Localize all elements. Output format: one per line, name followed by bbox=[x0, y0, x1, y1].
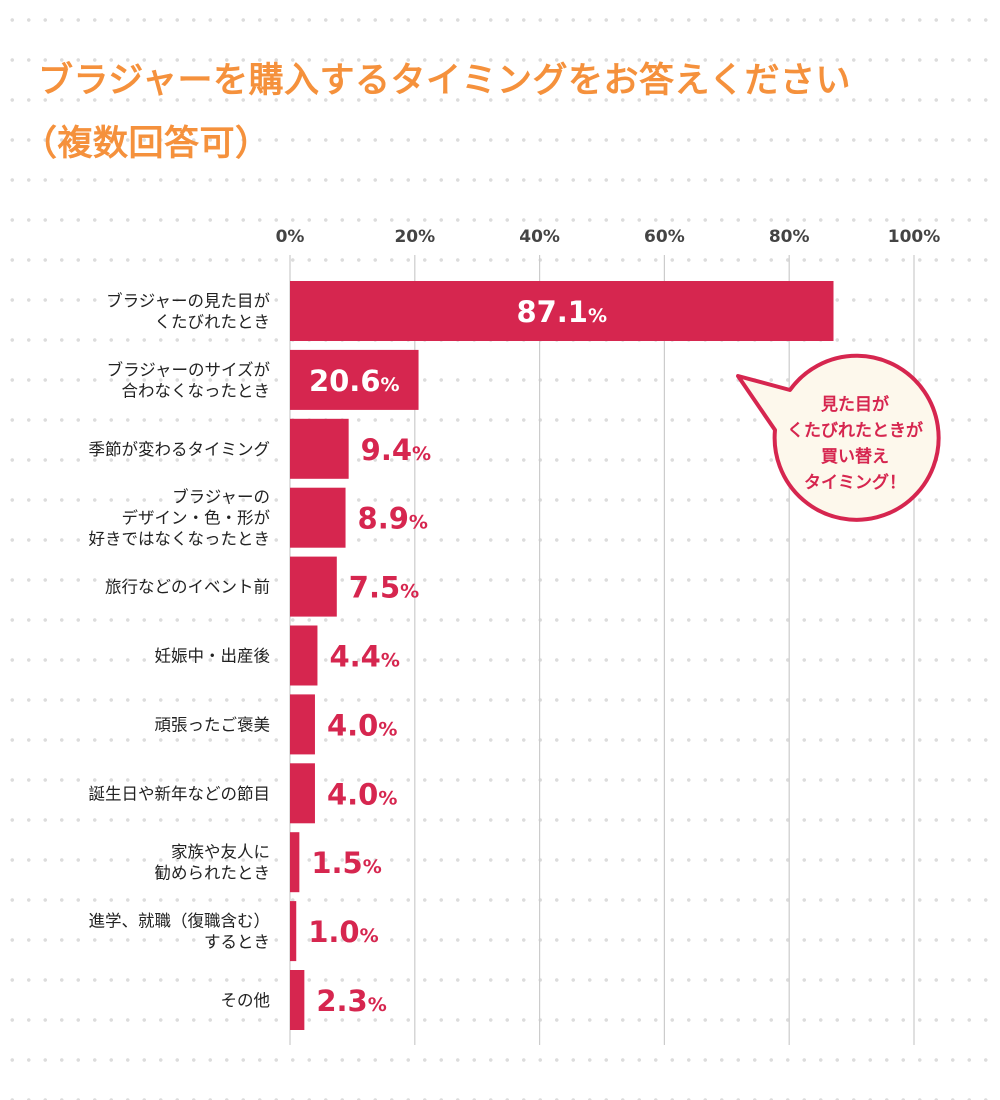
x-tick-label: 80% bbox=[769, 227, 810, 247]
data-label: 1.5% bbox=[311, 846, 381, 880]
callout-line: 見た目が bbox=[821, 395, 889, 415]
data-label: 9.4% bbox=[361, 433, 431, 467]
data-label: 20.6% bbox=[309, 364, 400, 398]
category-label: 勧められたとき bbox=[155, 864, 271, 883]
bar bbox=[290, 625, 318, 686]
data-label: 4.0% bbox=[327, 708, 397, 742]
category-label: 頑張ったご褒美 bbox=[155, 715, 271, 734]
category-label: 家族や友人に bbox=[171, 843, 270, 862]
data-label: 4.4% bbox=[329, 640, 399, 674]
data-label: 2.3% bbox=[316, 984, 386, 1018]
category-label: するとき bbox=[204, 933, 270, 952]
bar bbox=[290, 418, 349, 479]
data-label: 7.5% bbox=[349, 571, 419, 605]
bar bbox=[290, 763, 315, 824]
bar bbox=[290, 349, 419, 410]
callout-line: タイミング！ bbox=[804, 473, 906, 493]
x-tick-label: 60% bbox=[644, 227, 685, 247]
callout-text: 見た目が くたびれたときが 買い替え タイミング！ bbox=[770, 392, 940, 496]
chart-subtitle: （複数回答可） bbox=[22, 124, 271, 164]
data-label: 1.0% bbox=[308, 915, 378, 949]
category-label: 合わなくなったとき bbox=[122, 381, 271, 400]
category-label: ブラジャーの見た目が bbox=[106, 291, 270, 311]
x-tick-label: 0% bbox=[276, 227, 305, 247]
callout-line: 買い替え bbox=[821, 447, 889, 467]
bar bbox=[290, 901, 297, 962]
x-tick-label: 100% bbox=[888, 227, 941, 247]
bar bbox=[290, 487, 346, 548]
category-label: デザイン・色・形が bbox=[122, 508, 271, 528]
callout-bubble bbox=[736, 353, 941, 522]
bar bbox=[290, 694, 315, 755]
bar bbox=[290, 832, 300, 893]
category-label: 好きではなくなったとき bbox=[89, 530, 271, 549]
category-label: その他 bbox=[221, 991, 271, 1010]
data-label: 8.9% bbox=[358, 502, 428, 536]
bar bbox=[290, 970, 305, 1030]
category-label: 旅行などのイベント前 bbox=[105, 578, 270, 597]
data-label: 4.0% bbox=[327, 777, 397, 811]
bar bbox=[290, 556, 337, 617]
x-tick-label: 20% bbox=[394, 227, 435, 247]
callout-line: くたびれたときが bbox=[787, 421, 923, 441]
bar bbox=[290, 281, 834, 341]
category-label: 季節が変わるタイミング bbox=[89, 440, 271, 459]
category-label: ブラジャーの bbox=[172, 487, 270, 507]
category-label: 妊娠中・出産後 bbox=[155, 647, 271, 666]
category-label: 進学、就職（復職含む） bbox=[89, 912, 271, 931]
category-label: くたびれたとき bbox=[155, 313, 271, 332]
x-tick-label: 40% bbox=[519, 227, 560, 247]
category-label: 誕生日や新年などの節目 bbox=[89, 784, 271, 803]
chart-title: ブラジャーを購入するタイミングをお答えください bbox=[38, 61, 852, 101]
category-label: ブラジャーのサイズが bbox=[107, 359, 271, 379]
data-label: 87.1% bbox=[516, 295, 607, 329]
